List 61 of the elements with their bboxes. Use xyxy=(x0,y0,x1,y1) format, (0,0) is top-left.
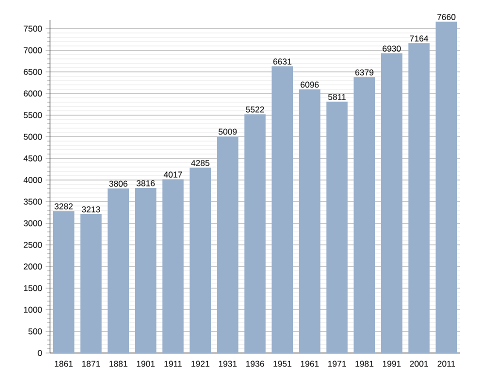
y-tick-label: 3500 xyxy=(24,198,42,205)
bar xyxy=(217,136,238,353)
x-tick-label: 1901 xyxy=(136,360,155,367)
x-tick-label: 2011 xyxy=(438,360,456,367)
data-label: 7164 xyxy=(410,36,428,42)
x-tick-label: 1991 xyxy=(382,360,401,367)
bar xyxy=(135,188,156,353)
bar xyxy=(162,179,184,353)
x-tick-label: 1931 xyxy=(218,360,237,367)
bar xyxy=(326,102,348,353)
y-tick-label: 6500 xyxy=(24,68,42,75)
x-tick-label: 1961 xyxy=(300,360,319,367)
data-label: 7660 xyxy=(437,14,456,20)
data-label: 4017 xyxy=(164,172,182,178)
x-tick-label: 1971 xyxy=(328,360,346,367)
data-label: 4285 xyxy=(191,160,210,166)
data-label: 6379 xyxy=(355,69,374,76)
y-tick-label: 0 xyxy=(38,350,42,356)
bar xyxy=(190,168,211,353)
bar xyxy=(80,214,102,353)
data-label: 6096 xyxy=(300,82,319,88)
y-tick-label: 1000 xyxy=(24,306,42,313)
y-tick-label: 7000 xyxy=(24,47,42,54)
y-tick-label: 4500 xyxy=(24,155,42,162)
bar xyxy=(354,77,375,353)
bar xyxy=(108,188,129,353)
data-label: 3213 xyxy=(82,206,100,212)
y-tick-label: 6000 xyxy=(24,90,42,97)
bar xyxy=(244,114,266,353)
x-tick-label: 1921 xyxy=(192,360,210,367)
y-tick-label: 1500 xyxy=(24,285,42,292)
data-label: 5811 xyxy=(328,94,346,100)
bar xyxy=(436,22,457,353)
y-tick-label: 3000 xyxy=(24,220,42,226)
data-label: 5522 xyxy=(246,106,264,112)
x-tick-label: 1981 xyxy=(356,360,374,367)
y-tick-label: 2500 xyxy=(24,242,42,248)
x-tick-label: 2001 xyxy=(410,360,428,367)
bar xyxy=(408,43,430,353)
y-tick-label: 5500 xyxy=(24,112,42,118)
x-tick-label: 1951 xyxy=(274,360,292,367)
x-tick-label: 1871 xyxy=(82,360,100,367)
data-label: 5009 xyxy=(218,128,237,135)
y-tick-label: 4000 xyxy=(24,177,42,184)
bar xyxy=(299,89,320,353)
x-tick-label: 1911 xyxy=(164,360,182,367)
bar xyxy=(53,211,74,353)
bar xyxy=(272,66,293,353)
data-label: 3806 xyxy=(109,180,128,187)
x-tick-label: 1861 xyxy=(54,360,73,367)
data-label: 6930 xyxy=(382,46,401,52)
y-tick-label: 500 xyxy=(28,328,42,334)
x-tick-label: 1881 xyxy=(110,360,128,367)
y-tick-label: 2000 xyxy=(24,264,42,270)
data-label: 3282 xyxy=(54,203,73,210)
bar xyxy=(381,53,402,353)
data-label: 6631 xyxy=(273,58,292,65)
data-label: 3816 xyxy=(136,180,155,186)
y-tick-label: 7500 xyxy=(24,26,42,32)
y-tick-label: 5000 xyxy=(24,134,42,140)
x-tick-label: 1936 xyxy=(246,360,264,367)
